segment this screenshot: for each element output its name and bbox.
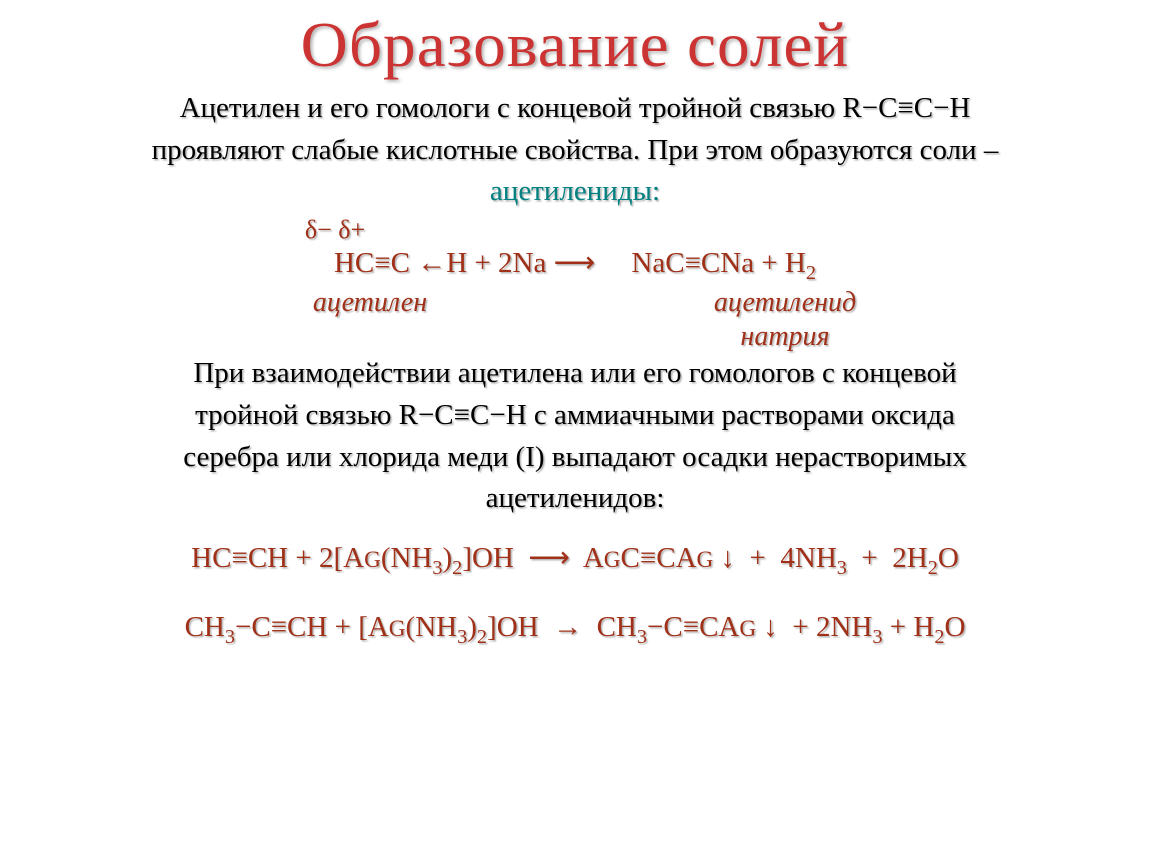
term-acetylenides: ацетилениды: bbox=[24, 173, 1126, 211]
eq1-arrow: ⟶ bbox=[554, 245, 596, 281]
delta-charges: δ− δ+ bbox=[24, 215, 1126, 245]
eq1-sub: 2 bbox=[806, 262, 816, 284]
equation-2: HC≡CH + 2[AG(NH3)2]OH ⟶ AGC≡CAG ↓ + 4NH3… bbox=[24, 540, 1126, 581]
label-acetylenide-b: натрия bbox=[665, 320, 905, 354]
eq1-labels: ацетилен ацетиленид натрия bbox=[24, 286, 1126, 353]
eq1-lhs: HC≡C ←H + 2Na bbox=[334, 247, 546, 279]
label-acetylenide-a: ацетиленид bbox=[665, 286, 905, 320]
label-acetylene: ацетилен bbox=[245, 286, 495, 353]
slide-title: Образование солей bbox=[13, 8, 1137, 82]
eq1-rhs: NaC≡CNa + H bbox=[631, 247, 805, 279]
paragraph-2a: При взаимодействии ацетилена или его гом… bbox=[24, 355, 1126, 393]
equation-3: CH3−C≡CH + [AG(NH3)2]OH → CH3−C≡CAG ↓ + … bbox=[24, 609, 1126, 650]
paragraph-2c: серебра или хлорида меди (I) выпадают ос… bbox=[24, 439, 1126, 477]
paragraph-1a: Ацетилен и его гомологи с концевой тройн… bbox=[24, 90, 1126, 128]
equation-1: HC≡C ←H + 2Na ⟶ NaC≡CNa + H2 bbox=[24, 245, 1126, 286]
paragraph-2d: ацетиленидов: bbox=[24, 480, 1126, 518]
slide: Образование солей Ацетилен и его гомолог… bbox=[0, 0, 1150, 864]
paragraph-2b: тройной связью R−C≡C−H с аммиачными раст… bbox=[24, 397, 1126, 435]
paragraph-1b: проявляют слабые кислотные свойства. При… bbox=[24, 132, 1126, 170]
